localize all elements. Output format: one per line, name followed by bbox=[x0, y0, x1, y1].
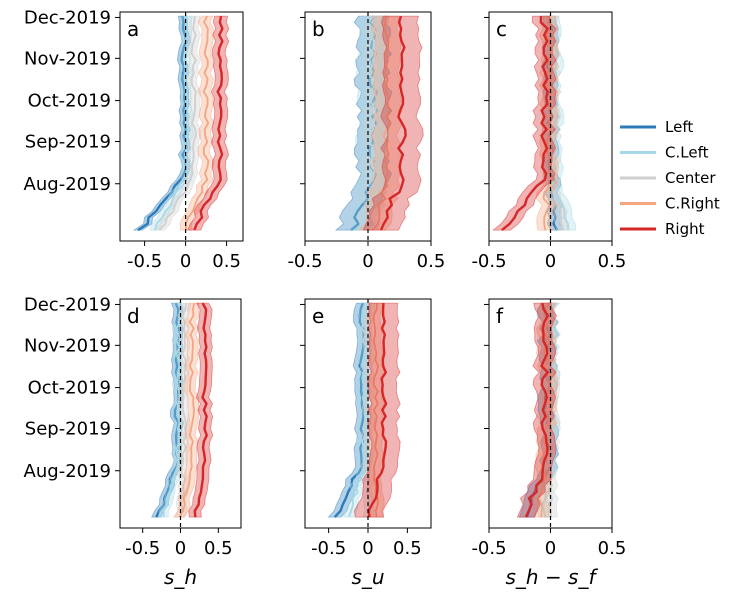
plot-area bbox=[516, 302, 561, 518]
panel-c: c -0.5 0 0.5 bbox=[471, 11, 627, 272]
plot-area bbox=[492, 15, 577, 232]
plot-area bbox=[334, 15, 424, 232]
x-tick-label: 0 bbox=[362, 251, 373, 272]
x-tick-label: -0.5 bbox=[311, 538, 346, 559]
series-line-c-left bbox=[360, 15, 377, 231]
x-tick-label: -0.5 bbox=[287, 251, 322, 272]
x-axis-label: s_h − s_f bbox=[505, 565, 598, 589]
legend: Left C.Left Center C.Right Right bbox=[620, 118, 720, 238]
series-line-c-right bbox=[542, 16, 553, 231]
x-tick-label: 0 bbox=[180, 251, 191, 272]
plot-area bbox=[132, 15, 230, 232]
panel-a: a -0.5 0 0.5 Dec-2019 Nov-2019 Oct-2019 Sep-201… bbox=[24, 7, 244, 272]
panel-letter: c bbox=[496, 17, 507, 41]
x-tick-label: 0.5 bbox=[598, 538, 627, 559]
y-tick-label: Sep-2019 bbox=[25, 418, 111, 439]
x-tick-label: 0.5 bbox=[417, 251, 446, 272]
series-line-center bbox=[366, 15, 381, 231]
legend-label: Right bbox=[665, 220, 705, 238]
x-tick-label: 0 bbox=[545, 251, 556, 272]
series-line-c-left bbox=[348, 303, 368, 518]
y-tick-label: Dec-2019 bbox=[24, 294, 111, 315]
band-center bbox=[153, 15, 202, 231]
panel-letter: f bbox=[496, 304, 504, 328]
band-c-left bbox=[149, 15, 195, 231]
series-line-right bbox=[193, 302, 209, 518]
panel-d: d -0.5 0 0.5 Dec-2019 Nov-2019 Oct-2019 Sep-201… bbox=[24, 294, 242, 589]
panel-e: e -0.5 0 0.5 s_u bbox=[300, 298, 432, 589]
y-tick-label: Nov-2019 bbox=[24, 335, 111, 356]
series-line-center bbox=[547, 15, 564, 231]
y-tick-label: Dec-2019 bbox=[24, 7, 111, 28]
series-line-c-right bbox=[178, 302, 195, 518]
x-tick-label: 0.5 bbox=[393, 538, 422, 559]
panel-b: b -0.5 0 0.5 bbox=[287, 11, 446, 272]
series-line-right bbox=[193, 15, 224, 231]
plot-area bbox=[327, 302, 401, 518]
legend-label: C.Left bbox=[665, 144, 709, 162]
band-c-right bbox=[358, 15, 403, 231]
y-tick-label: Aug-2019 bbox=[24, 174, 111, 195]
y-tick-label: Nov-2019 bbox=[24, 48, 111, 69]
series-line-right bbox=[501, 16, 550, 232]
series-line-right bbox=[379, 15, 407, 231]
x-tick-label: -0.5 bbox=[471, 251, 506, 272]
x-tick-label: 0.5 bbox=[598, 251, 627, 272]
series-line-right bbox=[524, 302, 550, 518]
panel-letter: a bbox=[127, 17, 139, 41]
x-tick-label: 0 bbox=[175, 538, 186, 559]
x-axis-label: s_u bbox=[351, 565, 384, 589]
x-tick-label: 0.5 bbox=[212, 251, 241, 272]
band-right bbox=[354, 302, 401, 518]
x-tick-label: 0.5 bbox=[204, 538, 233, 559]
x-tick-label: -0.5 bbox=[127, 251, 162, 272]
legend-label: Center bbox=[665, 169, 716, 187]
panel-letter: d bbox=[127, 304, 140, 328]
band-right bbox=[188, 302, 214, 518]
series-line-c-left bbox=[162, 302, 182, 518]
series-line-c-right bbox=[371, 16, 391, 231]
plot-area bbox=[151, 302, 214, 518]
x-tick-label: 0 bbox=[545, 538, 556, 559]
y-tick-label: Oct-2019 bbox=[28, 378, 111, 399]
legend-label: C.Right bbox=[665, 195, 720, 213]
legend-label: Left bbox=[665, 118, 693, 136]
panel-f: f -0.5 0 0.5s_h − s_f bbox=[471, 298, 627, 589]
y-tick-label: Oct-2019 bbox=[28, 91, 111, 112]
series-line-center bbox=[158, 15, 197, 231]
band-right bbox=[492, 15, 557, 231]
band-right bbox=[187, 15, 230, 231]
x-tick-label: 0 bbox=[362, 538, 373, 559]
x-tick-label: -0.5 bbox=[471, 538, 506, 559]
series-line-right bbox=[367, 303, 388, 518]
series-line-c-right bbox=[184, 15, 210, 231]
series-line-c-right bbox=[538, 302, 552, 518]
y-tick-label: Aug-2019 bbox=[24, 461, 111, 482]
panel-letter: b bbox=[312, 17, 325, 41]
band-right bbox=[362, 15, 424, 231]
y-tick-label: Sep-2019 bbox=[25, 131, 111, 152]
panel-letter: e bbox=[312, 304, 324, 328]
x-axis-label: s_h bbox=[164, 565, 197, 589]
axes-frame bbox=[119, 11, 244, 242]
series-line-c-right bbox=[372, 303, 380, 518]
x-tick-label: -0.5 bbox=[125, 538, 160, 559]
